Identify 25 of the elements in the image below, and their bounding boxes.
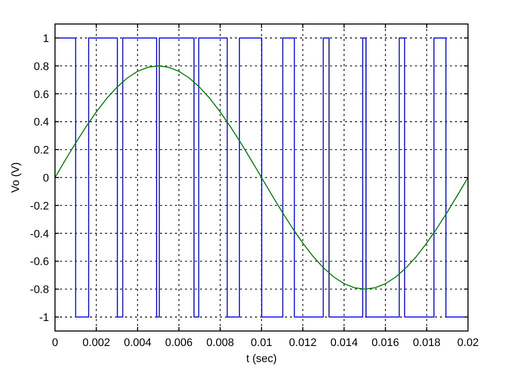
y-tick-label: 0.4	[34, 116, 49, 129]
x-tick-label: 0.012	[289, 337, 317, 349]
x-tick-label: 0.02	[457, 337, 479, 349]
y-axis-title: Vo (V)	[10, 162, 22, 193]
x-tick-label: 0.002	[82, 337, 110, 349]
y-tick-label: -1	[39, 312, 49, 324]
y-tick-label: -0.8	[30, 284, 49, 296]
y-tick-label: 0.2	[34, 144, 49, 157]
y-tick-label: -0.2	[30, 200, 49, 212]
y-tick-label: -0.4	[30, 228, 49, 240]
x-tick-label: 0.014	[330, 337, 358, 349]
x-axis-title: t (sec)	[246, 353, 277, 365]
y-tick-label: 0	[42, 172, 49, 184]
x-tick-label: 0	[52, 337, 58, 349]
x-tick-label: 0.008	[206, 337, 234, 349]
x-tick-label: 0.006	[165, 337, 193, 349]
x-tick-label: 0.018	[412, 337, 440, 349]
x-tick-label: 0.016	[372, 337, 400, 349]
x-tick-label: 0.01	[250, 337, 272, 349]
y-tick-label: 0.8	[34, 60, 49, 73]
line-series	[54, 65, 468, 290]
y-tick-label: 0.6	[34, 88, 49, 101]
y-tick-label: -0.6	[30, 256, 49, 268]
y-tick-label: 1	[42, 32, 49, 45]
x-tick-label: 0.004	[124, 337, 152, 349]
